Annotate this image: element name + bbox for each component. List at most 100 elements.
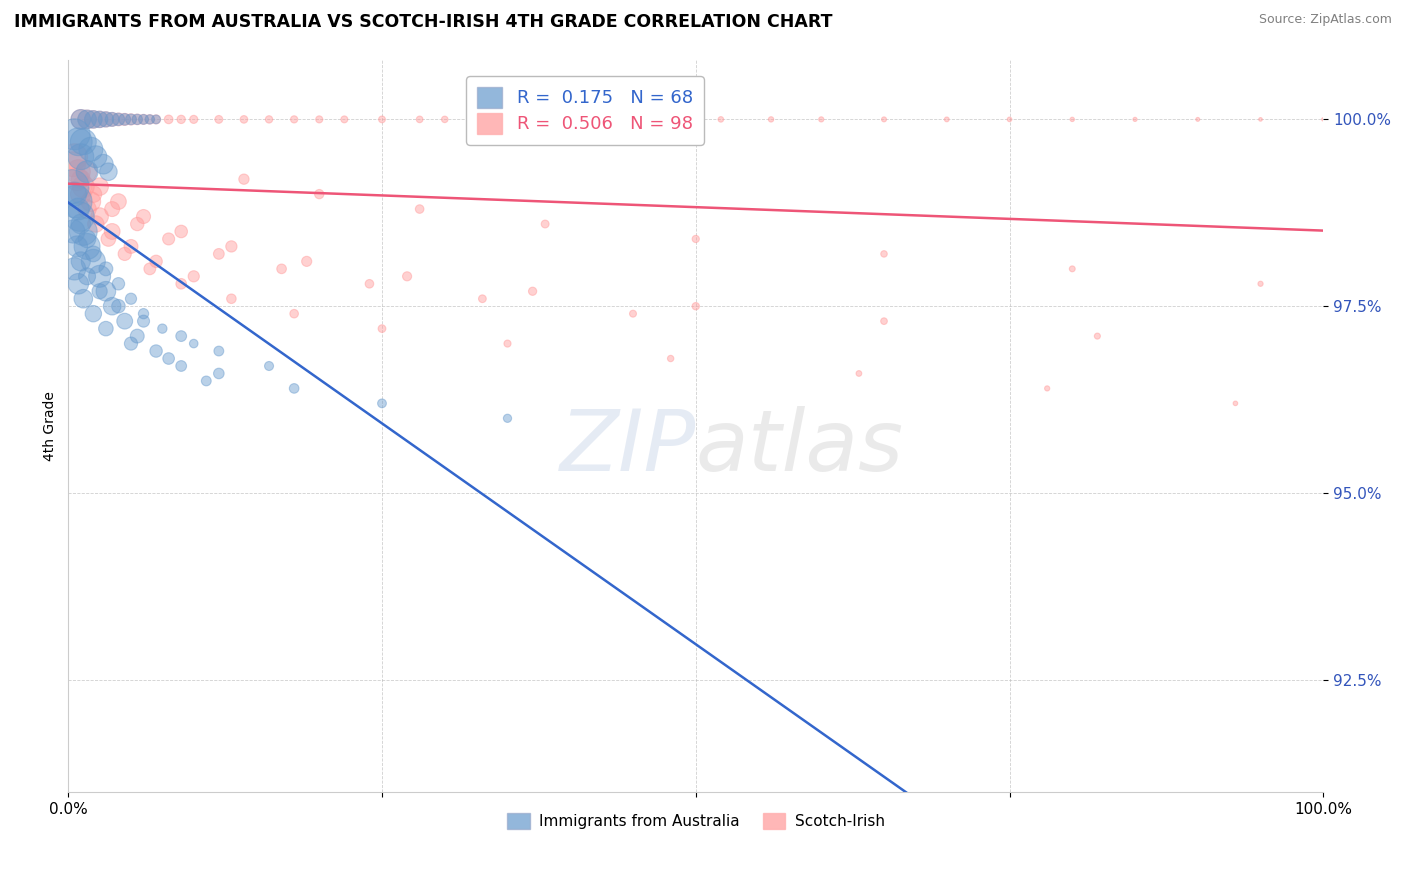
Point: [810, 112, 832, 127]
Point: [114, 314, 136, 328]
Point: [433, 112, 456, 127]
Point: [170, 359, 193, 373]
Point: [1225, 396, 1247, 410]
Point: [1036, 381, 1059, 395]
Point: [89, 285, 111, 299]
Point: [257, 359, 280, 373]
Point: [145, 344, 167, 359]
Point: [80, 194, 103, 209]
Point: [333, 112, 356, 127]
Point: [157, 112, 180, 127]
Point: [170, 112, 193, 127]
Point: [127, 217, 149, 231]
Point: [82, 112, 104, 127]
Point: [257, 112, 280, 127]
Point: [82, 307, 104, 321]
Point: [183, 269, 205, 284]
Point: [759, 112, 782, 127]
Text: Source: ZipAtlas.com: Source: ZipAtlas.com: [1258, 13, 1392, 27]
Point: [157, 351, 180, 366]
Point: [114, 112, 136, 127]
Point: [89, 210, 111, 224]
Point: [1187, 112, 1209, 127]
Point: [139, 261, 162, 276]
Point: [114, 112, 136, 127]
Point: [82, 187, 104, 202]
Point: [139, 112, 162, 127]
Point: [84, 150, 107, 164]
Point: [308, 112, 330, 127]
Point: [710, 112, 733, 127]
Point: [522, 285, 544, 299]
Point: [89, 179, 111, 194]
Point: [139, 112, 162, 127]
Point: [396, 269, 419, 284]
Point: [69, 112, 91, 127]
Point: [101, 112, 124, 127]
Point: [170, 329, 193, 343]
Point: [72, 179, 94, 194]
Point: [101, 112, 124, 127]
Point: [89, 112, 111, 127]
Point: [120, 112, 142, 127]
Point: [67, 164, 90, 178]
Point: [89, 269, 111, 284]
Point: [1085, 329, 1108, 343]
Point: [145, 112, 167, 127]
Point: [94, 285, 117, 299]
Point: [283, 112, 305, 127]
Point: [69, 210, 91, 224]
Point: [496, 336, 519, 351]
Point: [66, 239, 89, 253]
Point: [76, 269, 98, 284]
Point: [371, 112, 394, 127]
Point: [67, 277, 90, 291]
Point: [998, 112, 1021, 127]
Point: [80, 142, 103, 156]
Point: [183, 112, 205, 127]
Point: [471, 292, 494, 306]
Point: [66, 172, 89, 186]
Point: [408, 202, 430, 216]
Point: [62, 225, 84, 239]
Point: [97, 164, 120, 178]
Point: [208, 112, 231, 127]
Point: [60, 179, 83, 194]
Point: [94, 112, 117, 127]
Point: [101, 225, 124, 239]
Point: [873, 247, 896, 261]
Point: [208, 247, 231, 261]
Point: [560, 112, 582, 127]
Point: [69, 112, 91, 127]
Point: [107, 112, 129, 127]
Point: [82, 254, 104, 268]
Point: [63, 150, 86, 164]
Point: [848, 367, 870, 381]
Text: atlas: atlas: [696, 406, 904, 489]
Point: [170, 225, 193, 239]
Point: [120, 112, 142, 127]
Point: [69, 172, 91, 186]
Point: [183, 336, 205, 351]
Point: [371, 321, 394, 335]
Point: [93, 157, 115, 171]
Point: [873, 112, 896, 127]
Point: [63, 187, 86, 202]
Point: [221, 292, 243, 306]
Point: [89, 112, 111, 127]
Point: [1250, 277, 1272, 291]
Point: [107, 194, 129, 209]
Point: [232, 112, 254, 127]
Point: [609, 112, 631, 127]
Point: [132, 307, 155, 321]
Point: [195, 374, 218, 388]
Point: [621, 307, 644, 321]
Point: [127, 112, 149, 127]
Point: [1062, 112, 1084, 127]
Point: [359, 277, 381, 291]
Point: [685, 299, 707, 313]
Point: [67, 135, 90, 149]
Point: [101, 299, 124, 313]
Point: [63, 128, 86, 142]
Point: [69, 187, 91, 202]
